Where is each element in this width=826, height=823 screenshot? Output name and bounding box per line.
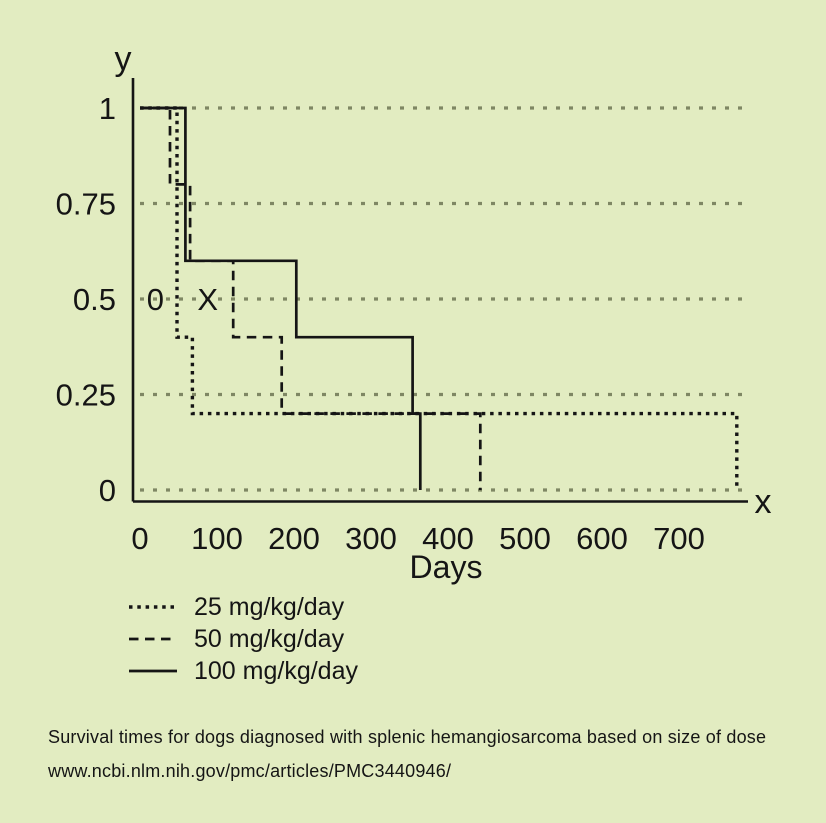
plot-annotation-X: X <box>197 282 218 317</box>
legend-label: 100 mg/kg/day <box>194 657 358 685</box>
x-tick-label: 0 <box>131 521 148 556</box>
y-tick-label: 0.5 <box>73 282 116 317</box>
x-axis-letter: x <box>755 483 772 521</box>
legend-item: 100 mg/kg/day <box>128 658 358 684</box>
x-tick-label: 600 <box>576 521 628 556</box>
x-tick-label: 100 <box>191 521 243 556</box>
dotted-line-swatch-icon <box>129 605 177 609</box>
x-tick-label: 700 <box>653 521 705 556</box>
legend-label: 50 mg/kg/day <box>194 625 345 653</box>
solid-line-swatch-icon <box>129 669 177 673</box>
x-tick-label: 400 <box>422 521 474 556</box>
plot-annotation-0: 0 <box>147 282 164 317</box>
y-tick-label: 0.75 <box>56 187 116 222</box>
x-tick-label: 200 <box>268 521 320 556</box>
source-url: www.ncbi.nlm.nih.gov/pmc/articles/PMC344… <box>48 761 452 781</box>
dashed-line-swatch-icon <box>129 637 177 641</box>
y-tick-label: 0 <box>99 473 116 508</box>
legend-item: 25 mg/kg/day <box>128 594 358 620</box>
legend-label: 25 mg/kg/day <box>194 593 345 621</box>
x-axis-title: Days <box>410 549 483 585</box>
legend: 25 mg/kg/day 50 mg/kg/day 100 mg/kg/day <box>128 594 358 684</box>
x-tick-label: 500 <box>499 521 551 556</box>
y-axis-letter: y <box>115 40 132 78</box>
chart-caption: Survival times for dogs diagnosed with s… <box>48 727 767 747</box>
y-tick-label: 1 <box>99 91 116 126</box>
curve-100-mg-kg-day <box>140 106 422 490</box>
x-tick-label: 300 <box>345 521 397 556</box>
y-tick-label: 0.25 <box>56 378 116 413</box>
legend-item: 50 mg/kg/day <box>128 626 358 652</box>
